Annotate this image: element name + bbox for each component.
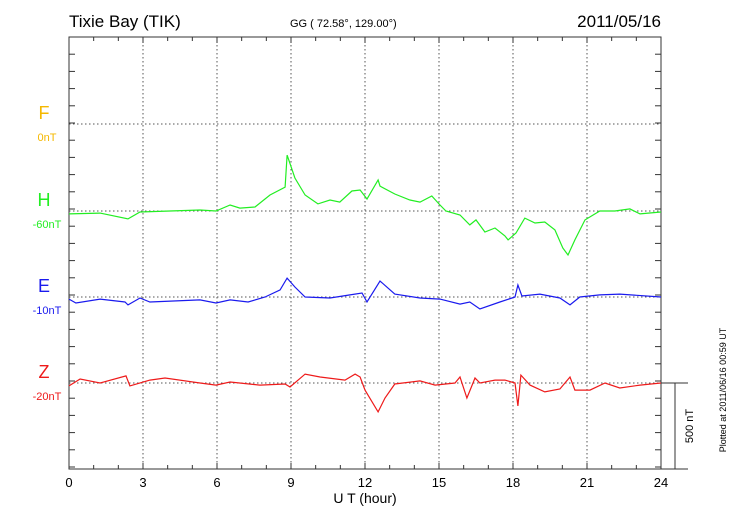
channel-baseline-z: -20nT (33, 391, 62, 403)
x-tick-label: 18 (506, 475, 520, 490)
x-tick-label: 12 (358, 475, 372, 490)
date-label: 2011/05/16 (577, 12, 661, 31)
channel-baseline-f: 0nT (38, 132, 57, 144)
station-title: Tixie Bay (TIK) (69, 12, 181, 31)
channel-label-f: F (39, 103, 50, 123)
x-tick-label: 9 (287, 475, 294, 490)
channel-baseline-e: -10nT (33, 305, 62, 317)
series-line-h (68, 154, 662, 257)
x-axis-label: U T (hour) (333, 490, 396, 506)
plotted-at-label: Plotted at 2011/06/16 00:59 UT (718, 327, 728, 452)
x-tick-labels: 0 3 6 9 12 15 18 21 24 (65, 475, 668, 490)
scale-bar-label: 500 nT (684, 409, 696, 444)
x-tick-label: 0 (65, 475, 72, 490)
x-tick-label: 3 (139, 475, 146, 490)
series-line-e (68, 277, 662, 310)
channel-label-z: Z (39, 362, 50, 382)
coordinates: GG ( 72.58°, 129.00°) (290, 18, 397, 30)
axis-ticks (68, 36, 662, 469)
x-tick-label: 6 (213, 475, 220, 490)
series-group (68, 154, 662, 414)
series-line-z (68, 373, 662, 414)
channel-labels: F 0nT H -60nT E -10nT Z -20nT (33, 103, 62, 403)
x-tick-label: 24 (654, 475, 668, 490)
channel-baseline-h: -60nT (33, 219, 62, 231)
channel-label-h: H (38, 190, 51, 210)
grid (69, 37, 661, 469)
channel-label-e: E (38, 276, 50, 296)
scale-bar (661, 382, 688, 470)
x-tick-label: 21 (580, 475, 594, 490)
x-tick-label: 15 (432, 475, 446, 490)
